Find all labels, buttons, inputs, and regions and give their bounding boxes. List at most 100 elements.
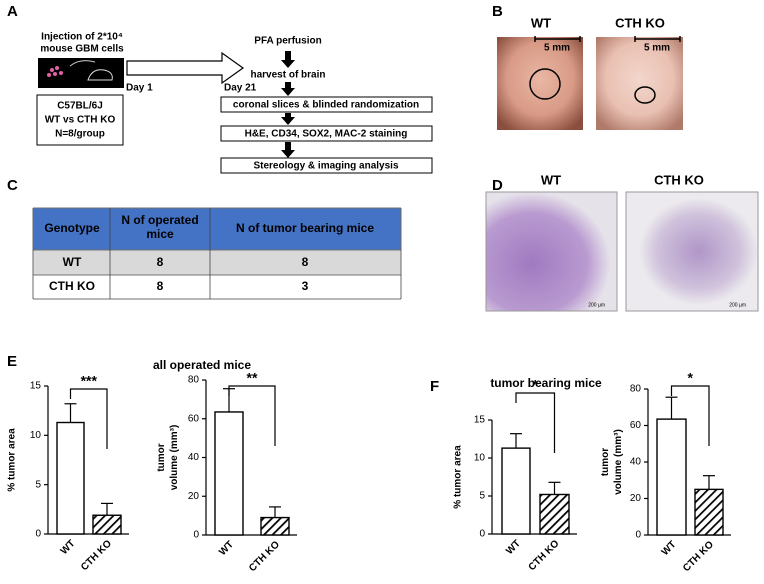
panel-label: C xyxy=(7,177,18,194)
cohort-text: WT vs CTH KO xyxy=(45,115,116,126)
y-axis-label: % tumor area xyxy=(7,428,18,492)
step-text: PFA perfusion xyxy=(254,36,321,47)
table-cell: WT xyxy=(63,255,82,269)
x-tick-label: CTH KO xyxy=(527,538,562,573)
step-box xyxy=(220,157,433,174)
y-tick-label: 20 xyxy=(630,493,642,504)
mouse-image xyxy=(38,58,124,88)
day-label: Day 21 xyxy=(224,83,257,94)
y-axis-label: tumor xyxy=(600,448,611,476)
bar xyxy=(260,516,290,536)
photo-label: WT xyxy=(531,15,551,30)
y-axis-label: volume (mm³) xyxy=(169,425,180,491)
y-tick-label: 40 xyxy=(188,452,200,463)
down-arrow xyxy=(281,82,295,96)
down-arrow xyxy=(281,113,295,125)
tumor-outline xyxy=(529,68,561,100)
timeline-arrow xyxy=(126,51,245,85)
chart-title: all operated mice xyxy=(153,358,251,372)
y-axis-label: volume (mm³) xyxy=(613,429,624,495)
tumor-outline xyxy=(634,86,656,104)
x-tick-label: WT xyxy=(660,539,679,558)
significance-label: ** xyxy=(247,370,258,386)
scale-label: 5 mm xyxy=(644,43,670,54)
significance-bracket xyxy=(670,385,710,446)
down-arrow xyxy=(281,51,295,68)
panel-label: E xyxy=(7,353,17,370)
step-box xyxy=(220,96,433,113)
table-row xyxy=(33,275,401,299)
panel-label: A xyxy=(7,3,18,20)
scale-label: 5 mm xyxy=(544,43,570,54)
y-tick-label: 0 xyxy=(635,530,641,541)
y-axis-label: % tumor area xyxy=(453,445,464,509)
step-text: coronal slices & blinded randomization xyxy=(233,100,419,111)
injection-text: mouse GBM cells xyxy=(40,44,124,55)
x-tick-label: WT xyxy=(217,539,236,558)
x-tick-label: WT xyxy=(504,538,523,557)
panel-label: F xyxy=(430,378,439,395)
photo xyxy=(596,37,683,130)
significance-bracket xyxy=(515,392,556,453)
y-tick-label: 10 xyxy=(474,453,486,464)
cohort-text: N=8/group xyxy=(55,129,105,140)
y-tick-label: 60 xyxy=(188,413,200,424)
y-tick-label: 15 xyxy=(30,381,42,392)
step-text: H&E, CD34, SOX2, MAC-2 staining xyxy=(245,129,408,140)
photo xyxy=(497,37,583,130)
bar xyxy=(214,411,244,536)
significance-label: * xyxy=(688,370,694,386)
brain-photos: WT CTH KO 5 mm 5 mm xyxy=(497,15,683,130)
step-box xyxy=(220,125,433,142)
bar xyxy=(56,421,85,535)
micrograph xyxy=(625,191,759,312)
x-tick-label: WT xyxy=(59,538,78,557)
significance-bracket xyxy=(228,385,276,446)
step-text: harvest of brain xyxy=(250,70,325,81)
y-tick-label: 80 xyxy=(188,375,200,386)
y-tick-label: 5 xyxy=(35,479,41,490)
y-tick-label: 20 xyxy=(188,491,200,502)
table-cell: 8 xyxy=(157,279,164,293)
injection-text: Injection of 2*10⁴ xyxy=(41,32,123,43)
y-axis-label: tumor xyxy=(156,443,167,471)
y-tick-label: 0 xyxy=(479,529,485,540)
y-tick-label: 80 xyxy=(630,384,642,395)
x-tick-label: CTH KO xyxy=(247,539,282,574)
table-header xyxy=(32,207,402,251)
table-cell: 8 xyxy=(157,255,164,269)
y-tick-label: 10 xyxy=(30,430,42,441)
y-tick-label: 15 xyxy=(474,415,486,426)
scale-bar xyxy=(534,36,581,42)
bar xyxy=(656,418,687,536)
table-cell: 8 xyxy=(302,255,309,269)
histology-label: CTH KO xyxy=(654,172,704,187)
micrograph xyxy=(485,191,618,312)
table-cell: 3 xyxy=(302,279,309,293)
table-header-cell: N of operated mice xyxy=(121,213,199,241)
significance-label: *** xyxy=(81,373,98,389)
y-tick-label: 0 xyxy=(35,529,41,540)
day-label: Day 1 xyxy=(126,83,153,94)
histology-label: WT xyxy=(541,172,561,187)
photo-label: CTH KO xyxy=(615,15,665,30)
step-text: Stereology & imaging analysis xyxy=(253,161,398,172)
x-tick-label: CTH KO xyxy=(79,538,114,573)
scale-label: 200 µm xyxy=(729,302,746,308)
cohort-box xyxy=(36,94,124,146)
y-tick-label: 0 xyxy=(193,530,199,541)
bar xyxy=(92,514,122,535)
panel-label: D xyxy=(492,177,503,194)
down-arrow xyxy=(281,142,295,158)
y-tick-label: 5 xyxy=(479,491,485,502)
y-tick-label: 60 xyxy=(630,420,642,431)
scale-bar xyxy=(634,36,681,42)
bar xyxy=(694,488,724,536)
histology: WT CTH KO 200 µm 200 µm xyxy=(485,172,759,312)
table-header-cell: N of tumor bearing mice xyxy=(236,221,374,235)
y-tick-label: 40 xyxy=(630,457,642,468)
significance-label: * xyxy=(533,377,539,393)
table-cell: CTH KO xyxy=(49,279,95,293)
table-row xyxy=(32,249,402,276)
